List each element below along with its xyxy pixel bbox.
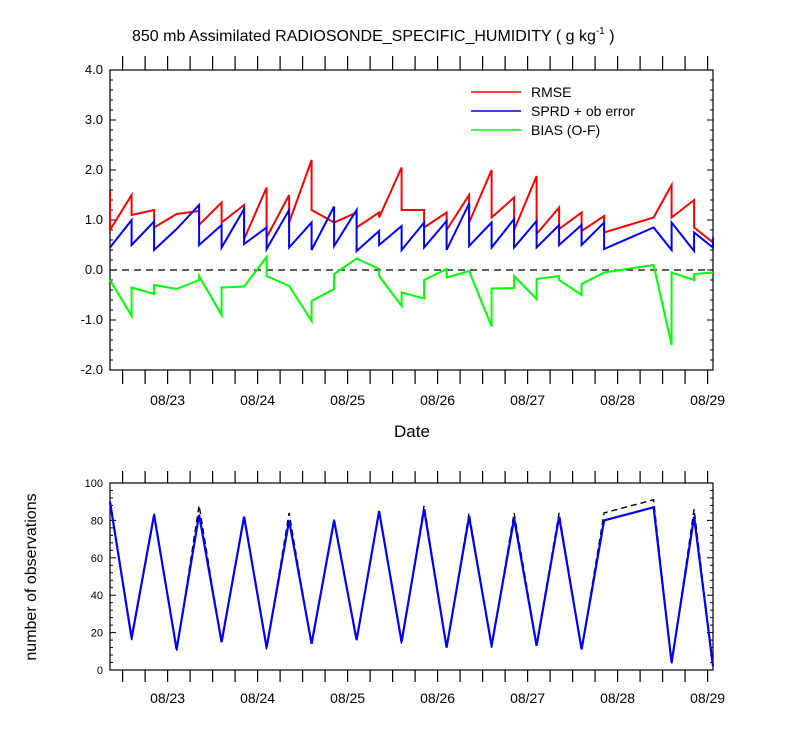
x-tick-label: 08/25	[330, 690, 365, 706]
x-tick-label: 08/27	[510, 392, 545, 408]
y-tick-label: 80	[91, 515, 103, 527]
x-tick-label: 08/28	[600, 690, 635, 706]
y-tick-label: -1.0	[81, 312, 103, 327]
y-tick-label: 60	[91, 553, 103, 565]
x-tick-label: 08/27	[510, 690, 545, 706]
x-tick-label: 08/23	[150, 690, 185, 706]
legend-label: SPRD + ob error	[531, 103, 635, 119]
y-axis-label-bottom: number of observations	[23, 493, 40, 660]
chart-title: 850 mb Assimilated RADIOSONDE_SPECIFIC_H…	[132, 26, 615, 45]
top-plot: -2.0 -1.0 0.0 1.0 2.0 3.0 4.0 08/23 08/24 08/25 08…	[81, 56, 725, 408]
x-tick-label: 08/24	[240, 392, 275, 408]
y-tick-label: 0	[97, 665, 103, 677]
x-tick-label: 08/29	[690, 392, 725, 408]
series-bias-o-f-line	[109, 254, 714, 346]
x-tick-label: 08/29	[690, 690, 725, 706]
x-tick-label: 08/23	[150, 392, 185, 408]
x-tick-label: 08/25	[330, 392, 365, 408]
legend: RMSE SPRD + ob error BIAS (O-F)	[471, 84, 635, 138]
x-tick-label: 08/26	[420, 392, 455, 408]
y-tick-label: 3.0	[85, 112, 103, 127]
plot-frame	[109, 482, 714, 671]
legend-label: RMSE	[531, 84, 571, 100]
y-tick-label: -2.0	[81, 362, 103, 377]
series-rmse-line	[109, 159, 714, 244]
x-tick-label: 08/26	[420, 690, 455, 706]
series-assimilated-line	[108, 501, 715, 667]
x-axis-label: Date	[394, 422, 430, 441]
y-tick-label: 20	[91, 628, 103, 640]
y-tick-label: 2.0	[85, 162, 103, 177]
series-sprd-ob-error-line	[109, 202, 714, 254]
legend-label: BIAS (O-F)	[531, 122, 600, 138]
bottom-plot: 0 20 40 60 80 100 08/23 08/24 08/25 08/26 08/27 08/…	[85, 471, 725, 706]
y-tick-label: 1.0	[85, 212, 103, 227]
x-tick-label: 08/28	[600, 392, 635, 408]
x-tick-label: 08/24	[240, 690, 275, 706]
y-tick-label: 4.0	[85, 62, 103, 77]
y-tick-label: 40	[91, 590, 103, 602]
y-tick-label: 0.0	[85, 262, 103, 277]
y-tick-label: 100	[85, 478, 103, 490]
